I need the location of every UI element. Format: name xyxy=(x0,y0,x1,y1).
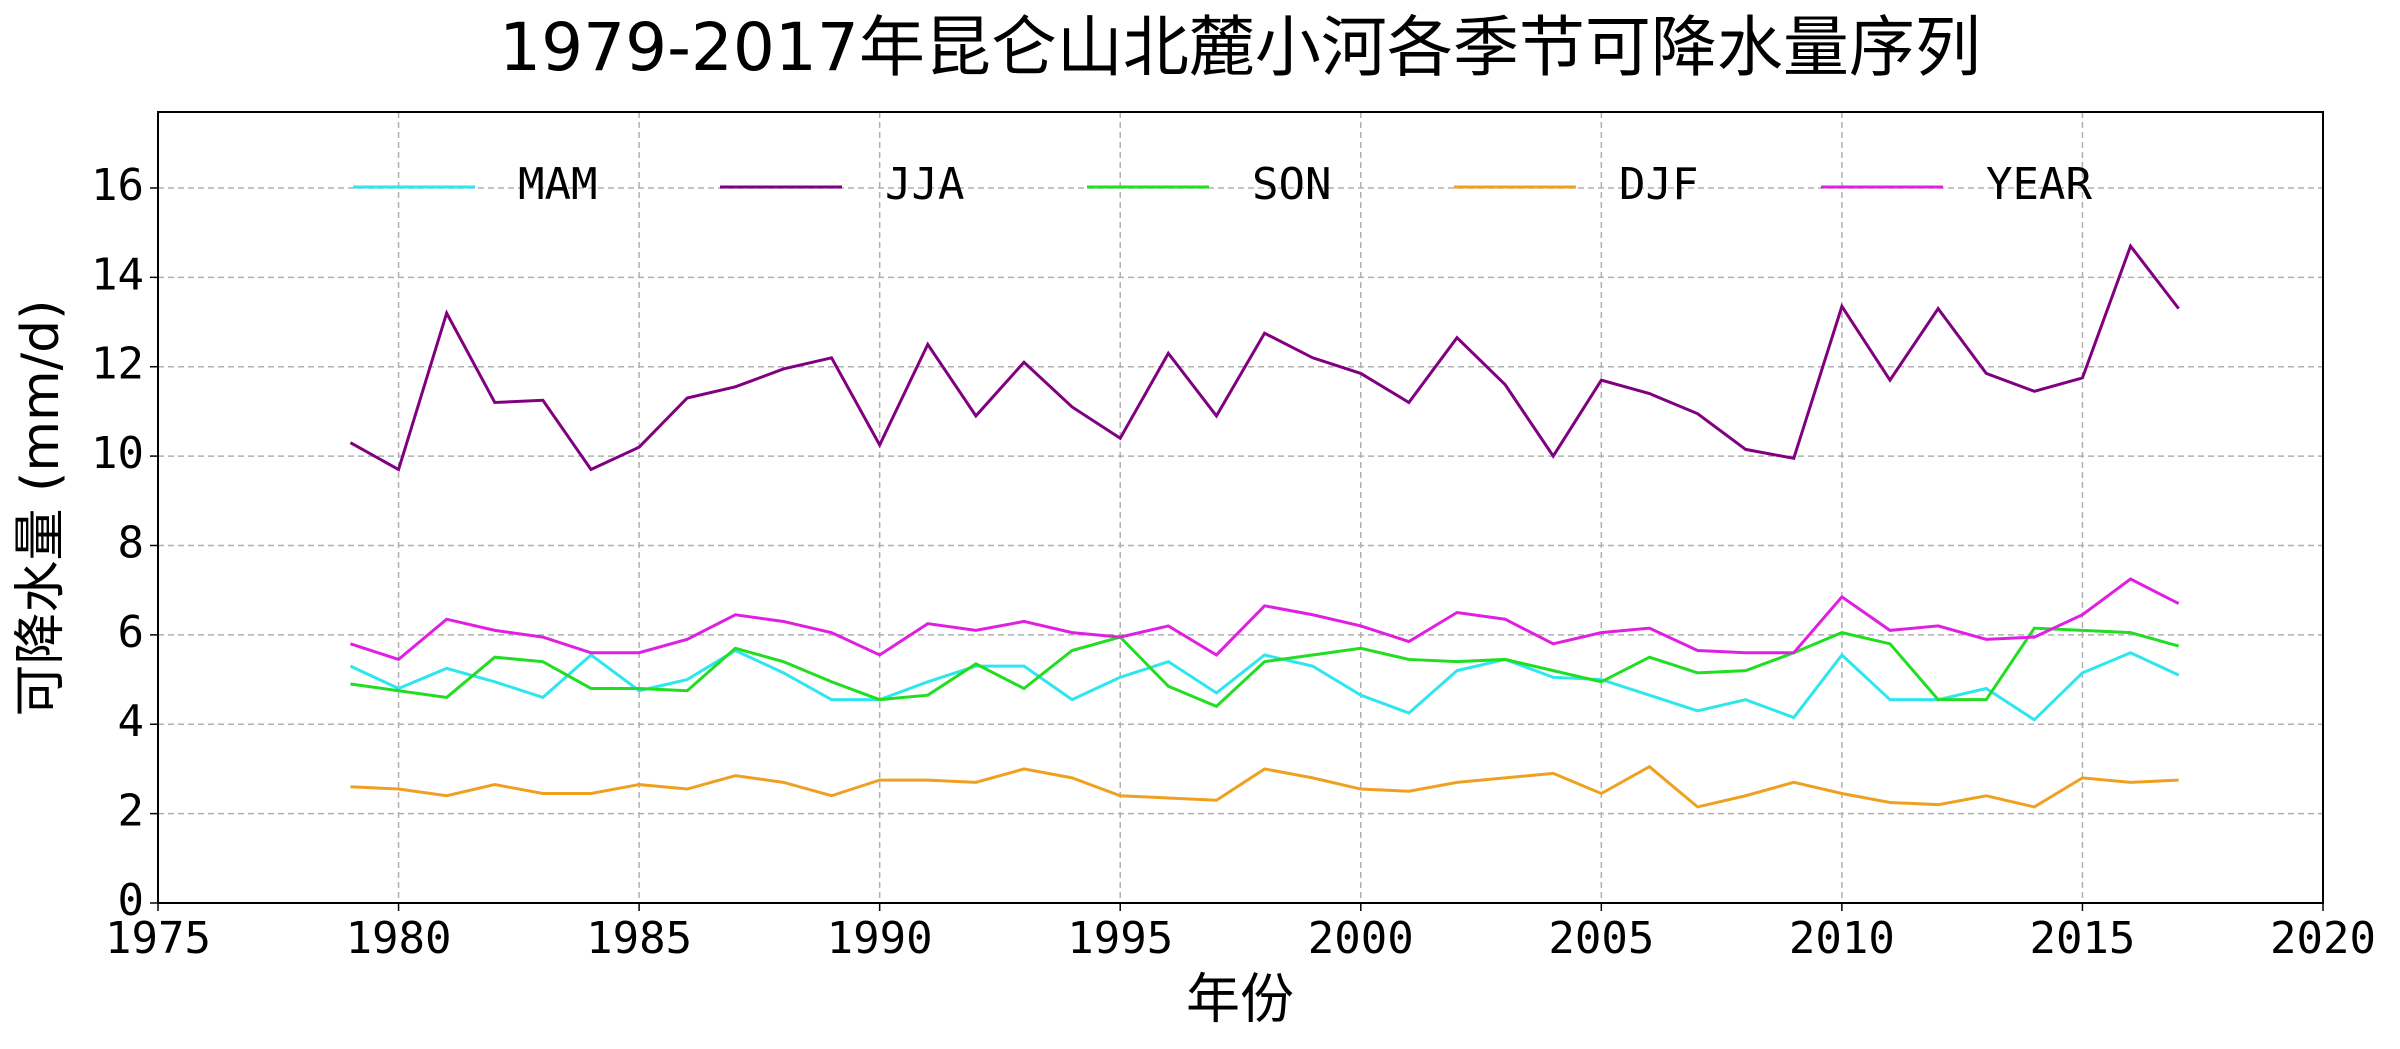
series-line xyxy=(349,648,2180,722)
y-tick-label: 0 xyxy=(118,875,145,926)
x-tick-label: 1990 xyxy=(827,913,933,964)
legend-label: YEAR xyxy=(1986,159,2092,210)
legend-label: JJA xyxy=(885,159,964,210)
y-axis-label: 可降水量 (mm/d) xyxy=(11,300,71,717)
y-tick-label: 6 xyxy=(118,607,145,658)
x-tick-label: 1975 xyxy=(105,913,211,964)
chart-title: 1979-2017年昆仑山北麓小河各季节可降水量序列 xyxy=(499,9,1981,86)
x-axis-label: 年份 xyxy=(1186,968,1294,1031)
series-line xyxy=(349,242,2180,472)
x-tick-label: 1995 xyxy=(1067,913,1173,964)
legend-label: DJF xyxy=(1619,159,1698,210)
x-tick-label: 1980 xyxy=(346,913,452,964)
x-tick-label: 1985 xyxy=(586,913,692,964)
y-tick-label: 8 xyxy=(118,517,145,568)
plot-frame xyxy=(157,111,2324,904)
x-tick-label: 2020 xyxy=(2270,913,2376,964)
y-tick-label: 4 xyxy=(118,696,145,747)
y-tick-label: 14 xyxy=(91,249,144,300)
series-line xyxy=(350,626,2180,709)
x-tick-label: 2015 xyxy=(2029,913,2135,964)
legend-label: MAM xyxy=(518,159,597,210)
x-tick-label: 2010 xyxy=(1789,913,1895,964)
series-line xyxy=(350,764,2179,809)
legend-label: SON xyxy=(1252,159,1331,210)
x-tick-label: 2005 xyxy=(1548,913,1654,964)
x-tick-label: 2000 xyxy=(1308,913,1414,964)
y-tick-label: 12 xyxy=(91,339,144,390)
y-tick-label: 2 xyxy=(118,786,145,837)
y-tick-label: 16 xyxy=(91,160,144,211)
y-tick-label: 10 xyxy=(91,428,144,479)
series-line xyxy=(349,577,2180,662)
